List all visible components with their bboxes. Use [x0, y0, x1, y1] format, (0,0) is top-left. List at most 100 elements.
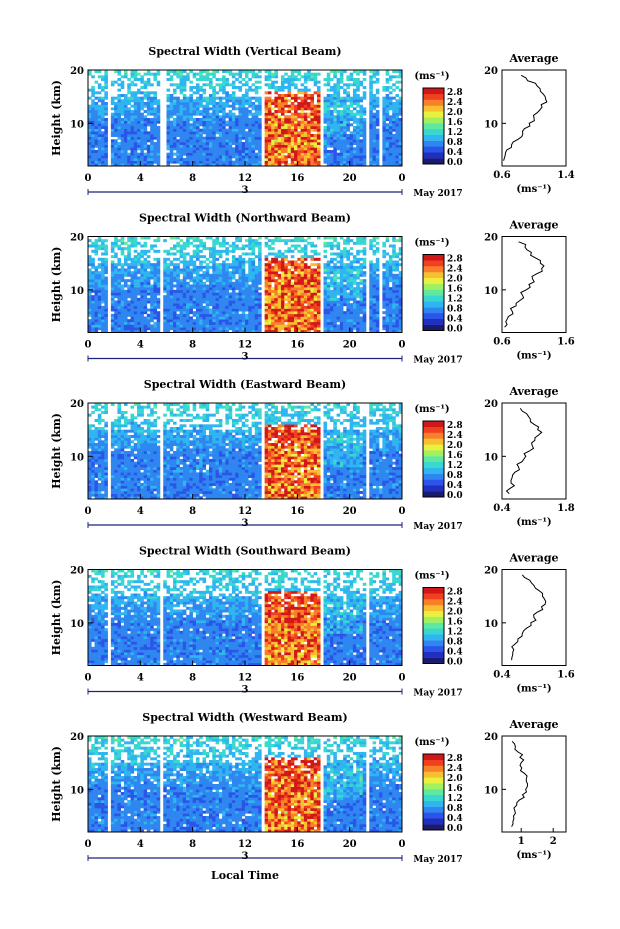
- heatmap-cell: [277, 281, 282, 285]
- heatmap-cell: [127, 319, 131, 323]
- heatmap-cell: [120, 268, 125, 272]
- heatmap-cell: [212, 147, 216, 151]
- heatmap-cell: [189, 88, 193, 92]
- heatmap-cell: [199, 72, 203, 76]
- heatmap-cell: [195, 273, 200, 277]
- heatmap-cell: [140, 244, 144, 248]
- heatmap-cell: [307, 281, 311, 285]
- heatmap-cell: [297, 257, 301, 261]
- heatmap-cell: [114, 112, 118, 116]
- heatmap-cell: [195, 311, 200, 315]
- heatmap-cell: [375, 70, 380, 73]
- heatmap-cell: [202, 289, 207, 293]
- heatmap-cell: [274, 265, 279, 269]
- heatmap-cell: [186, 78, 190, 81]
- heatmap-cell: [274, 327, 279, 331]
- heatmap-cell: [123, 128, 128, 132]
- heatmap-cell: [388, 163, 393, 167]
- heatmap-cell: [120, 321, 125, 325]
- heatmap-cell: [274, 271, 279, 275]
- heatmap-cell: [169, 83, 174, 87]
- heatmap-cell: [169, 263, 174, 267]
- heatmap-cell: [346, 276, 350, 280]
- heatmap-cell: [212, 276, 216, 280]
- heatmap-cell: [359, 158, 364, 161]
- heatmap-cell: [346, 123, 350, 127]
- heatmap-cell: [248, 303, 252, 307]
- heatmap-cell: [91, 257, 95, 261]
- heatmap-cell: [140, 112, 144, 116]
- heatmap-cell: [326, 289, 331, 293]
- heatmap-cell: [231, 104, 236, 108]
- heatmap-cell: [202, 128, 207, 132]
- heatmap-cell: [163, 249, 167, 253]
- heatmap-cell: [205, 287, 210, 291]
- heatmap-cell: [222, 292, 226, 296]
- heatmap-cell: [212, 86, 216, 89]
- heatmap-cell: [388, 139, 393, 143]
- heatmap-cell: [91, 311, 95, 315]
- heatmap-cell: [222, 303, 226, 307]
- heatmap-cell: [97, 300, 102, 304]
- heatmap-cell: [166, 126, 171, 129]
- heatmap-cell: [395, 75, 400, 79]
- heatmap-cell: [303, 319, 308, 323]
- heatmap-cell: [323, 150, 328, 153]
- heatmap-cell: [235, 139, 239, 143]
- heatmap-cell: [137, 279, 141, 283]
- heatmap-cell: [352, 78, 357, 81]
- heatmap-cell: [231, 131, 236, 135]
- heatmap-cell: [294, 319, 298, 323]
- heatmap-cell: [94, 284, 99, 288]
- heatmap-cell: [101, 99, 105, 103]
- heatmap-cell: [209, 260, 213, 264]
- heatmap-cell: [258, 80, 262, 84]
- heatmap-cell: [346, 139, 350, 143]
- heatmap-cell: [349, 99, 354, 103]
- heatmap-cell: [123, 279, 128, 283]
- heatmap-cell: [339, 329, 344, 333]
- heatmap-cell: [385, 142, 390, 145]
- heatmap-cell: [264, 324, 269, 328]
- heatmap-cell: [359, 80, 364, 84]
- heatmap-cell: [307, 107, 311, 111]
- heatmap-cell: [146, 150, 151, 153]
- heatmap-cell: [248, 142, 252, 145]
- heatmap-cell: [137, 155, 141, 159]
- heatmap-cell: [316, 142, 321, 145]
- heatmap-cell: [215, 152, 220, 156]
- heatmap-cell: [280, 131, 285, 135]
- heatmap-cell: [323, 305, 328, 309]
- heatmap-cell: [313, 279, 318, 283]
- heatmap-cell: [110, 247, 115, 251]
- heatmap-cell: [284, 249, 288, 253]
- heatmap-cell: [130, 152, 135, 156]
- heatmap-cell: [209, 118, 213, 121]
- heatmap-cell: [284, 292, 288, 296]
- heatmap-cell: [303, 131, 308, 135]
- heatmap-cell: [189, 327, 193, 331]
- heatmap-cell: [114, 308, 118, 312]
- heatmap-cell: [356, 139, 360, 143]
- heatmap-cell: [143, 244, 148, 248]
- heatmap-cell: [195, 239, 200, 243]
- heatmap-cell: [274, 268, 279, 272]
- heatmap-cell: [313, 316, 318, 320]
- heatmap-cell: [222, 158, 226, 161]
- heatmap-cell: [212, 134, 216, 137]
- heatmap-cell: [277, 131, 282, 135]
- heatmap-cell: [173, 273, 177, 277]
- heatmap-cell: [245, 110, 249, 113]
- heatmap-cell: [137, 287, 141, 291]
- heatmap-cell: [267, 163, 272, 167]
- heatmap-cell: [192, 160, 197, 164]
- heatmap-cell: [209, 83, 213, 87]
- heatmap-cell: [97, 150, 102, 153]
- heatmap-cell: [303, 257, 308, 261]
- heatmap-cell: [362, 155, 367, 159]
- heatmap-cell: [212, 249, 216, 253]
- heatmap-cell: [150, 83, 154, 87]
- heatmap-cell: [127, 287, 131, 291]
- heatmap-cell: [297, 78, 301, 81]
- heatmap-cell: [123, 319, 128, 323]
